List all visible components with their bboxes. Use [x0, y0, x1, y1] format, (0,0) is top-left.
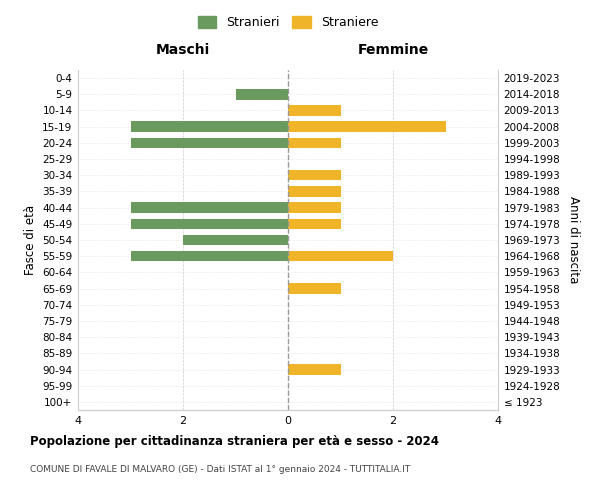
Bar	[288, 364, 341, 375]
Bar	[130, 122, 288, 132]
Bar	[288, 284, 341, 294]
Bar	[183, 234, 288, 246]
Bar	[288, 122, 445, 132]
Text: Femmine: Femmine	[358, 43, 428, 57]
Bar	[288, 138, 341, 148]
Bar	[288, 186, 341, 196]
Bar	[288, 105, 341, 116]
Bar	[288, 218, 341, 229]
Bar	[130, 202, 288, 213]
Bar	[130, 218, 288, 229]
Text: COMUNE DI FAVALE DI MALVARO (GE) - Dati ISTAT al 1° gennaio 2024 - TUTTITALIA.IT: COMUNE DI FAVALE DI MALVARO (GE) - Dati …	[30, 465, 410, 474]
Bar	[130, 138, 288, 148]
Bar	[235, 89, 288, 100]
Text: Maschi: Maschi	[156, 43, 210, 57]
Bar	[130, 251, 288, 262]
Y-axis label: Fasce di età: Fasce di età	[23, 205, 37, 275]
Y-axis label: Anni di nascita: Anni di nascita	[567, 196, 580, 284]
Bar	[288, 202, 341, 213]
Text: Popolazione per cittadinanza straniera per età e sesso - 2024: Popolazione per cittadinanza straniera p…	[30, 435, 439, 448]
Bar	[288, 251, 393, 262]
Bar	[288, 170, 341, 180]
Legend: Stranieri, Straniere: Stranieri, Straniere	[193, 11, 383, 34]
